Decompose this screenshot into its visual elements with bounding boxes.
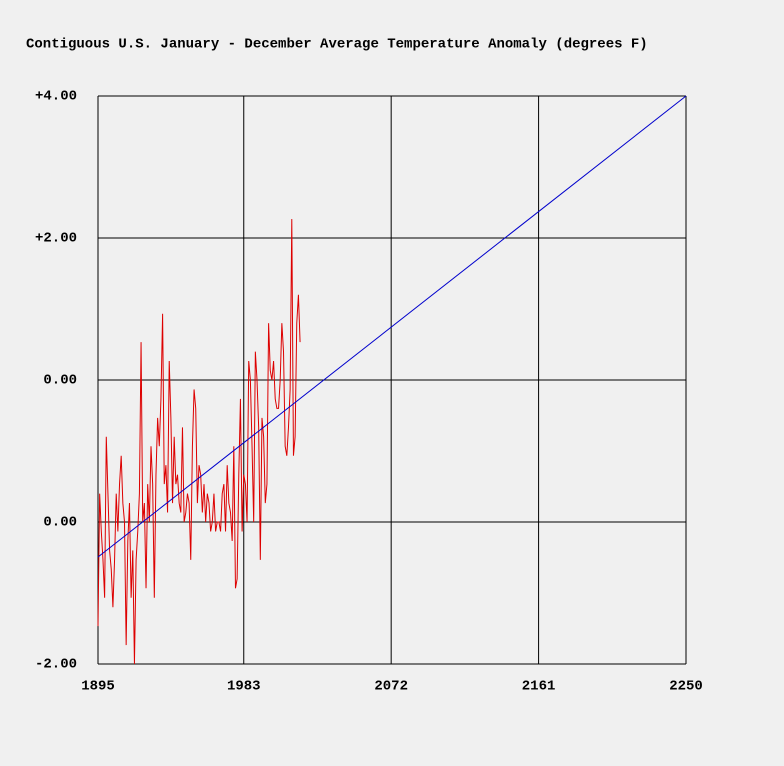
data-line	[97, 95, 687, 558]
chart-title: Contiguous U.S. January - December Avera…	[26, 37, 648, 53]
y-tick-label: 0.00	[43, 373, 77, 389]
y-tick-label: 0.00	[43, 515, 77, 531]
y-tick-label: +2.00	[35, 231, 77, 247]
x-tick-label: 2250	[669, 679, 703, 695]
y-tick-label: -2.00	[35, 657, 77, 673]
data-line	[97, 219, 301, 665]
x-tick-label: 1983	[227, 679, 261, 695]
x-tick-label: 2161	[522, 679, 556, 695]
x-tick-label: 1895	[81, 679, 115, 695]
y-tick-label: +4.00	[35, 89, 77, 105]
x-tick-label: 2072	[374, 679, 408, 695]
